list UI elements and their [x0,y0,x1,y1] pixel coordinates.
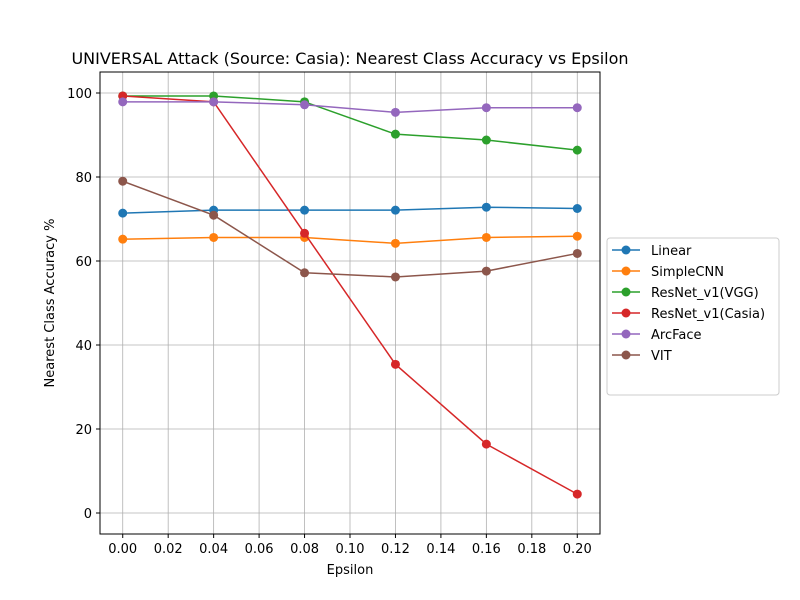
legend-label: ArcFace [651,328,702,343]
data-point [572,489,582,499]
data-point [572,248,582,258]
x-tick-label: 0.06 [245,542,274,557]
chart-title: UNIVERSAL Attack (Source: Casia): Neares… [71,49,628,68]
series-line [122,235,578,245]
y-axis: 0 20 40 60 80 100 [67,87,100,522]
series-line [122,206,578,214]
y-tick-label: 100 [67,87,92,102]
legend-marker [621,287,631,297]
data-point [481,135,491,145]
legend-marker [621,245,631,255]
data-point [300,268,310,278]
series-line [122,101,578,114]
y-tick-label: 20 [75,423,92,438]
data-point [572,204,582,213]
y-tick-label: 80 [75,171,92,186]
legend-box [606,237,780,396]
x-tick-label: 0.18 [517,542,546,557]
legend-label: VIT [651,349,672,364]
series-line [122,95,578,495]
data-point [481,103,491,113]
data-point [481,266,491,276]
series-layer [118,91,582,499]
y-tick-label: 40 [75,339,92,354]
data-point [572,145,582,155]
x-axis: 0.00 0.02 0.04 0.06 0.08 0.10 0.12 0.14 0.16 0.18… [108,534,592,557]
series-line [122,180,578,278]
x-tick-label: 0.14 [426,542,455,557]
legend-marker [621,329,631,339]
legend: Linear SimpleCNN ResNet_v1(VGG) ResNet_v1(C… [606,237,780,396]
data-point [300,205,310,215]
data-point [209,210,219,220]
series-arcface [118,97,582,117]
data-point [118,97,128,107]
series-vit [118,176,582,282]
data-point [390,272,400,282]
data-point [390,238,400,248]
data-point [390,205,400,215]
x-tick-label: 0.00 [108,542,137,557]
data-point [118,208,128,218]
x-tick-label: 0.08 [290,542,319,557]
x-tick-label: 0.10 [336,542,365,557]
legend-label: ResNet_v1(VGG) [651,286,759,301]
legend-label: Linear [651,244,692,259]
x-tick-label: 0.12 [381,542,410,557]
y-axis-label: Nearest Class Accuracy % [43,219,58,388]
y-tick-label: 60 [75,255,92,270]
data-point [390,107,400,117]
legend-marker [621,350,631,360]
data-point [572,103,582,113]
x-tick-label: 0.04 [199,542,228,557]
data-point [118,176,128,186]
legend-marker [621,308,631,318]
x-tick-label: 0.16 [472,542,501,557]
y-tick-label: 0 [84,507,92,522]
data-point [572,231,582,241]
series-line [122,95,578,151]
legend-label: ResNet_v1(Casia) [651,307,765,322]
data-point [300,100,310,110]
data-point [481,202,491,212]
data-point [481,439,491,449]
data-point [209,232,219,242]
x-tick-label: 0.20 [563,542,592,557]
data-point [118,234,128,244]
x-axis-label: Epsilon [327,563,374,578]
data-point [390,129,400,139]
data-point [390,359,400,369]
data-point [209,97,219,107]
data-point [481,232,491,242]
legend-label: SimpleCNN [651,265,724,280]
data-point [300,228,310,238]
x-tick-label: 0.02 [154,542,183,557]
series-linear [118,202,582,218]
series-simplecnn [118,231,582,248]
legend-marker [621,266,631,276]
